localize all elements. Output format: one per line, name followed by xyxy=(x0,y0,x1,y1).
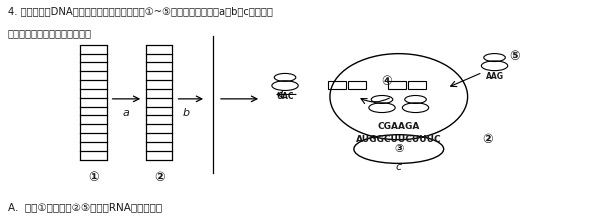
Text: AUGGCUUCUUUC: AUGGCUUCUUUC xyxy=(356,135,442,144)
Text: ②: ② xyxy=(482,133,493,146)
Text: ①: ① xyxy=(88,171,99,184)
Text: b: b xyxy=(183,108,190,118)
Text: CGAAGA: CGAAGA xyxy=(377,122,420,131)
Text: ②: ② xyxy=(154,171,164,184)
Text: c: c xyxy=(396,162,402,172)
Text: 过程。下列相关叙述，正确的是: 过程。下列相关叙述，正确的是 xyxy=(8,28,92,38)
Text: ⑤: ⑤ xyxy=(509,50,520,63)
Text: UAC: UAC xyxy=(276,92,294,101)
Text: ④: ④ xyxy=(382,75,392,88)
Text: a: a xyxy=(123,108,130,118)
Bar xyxy=(388,81,406,89)
Bar xyxy=(348,81,366,89)
Text: AAG: AAG xyxy=(485,72,503,81)
Bar xyxy=(328,81,346,89)
Text: 4. 下图表示某DNA片段遗传信息的传递过程，①~⑤表示物质或结构，a、b、c表示生理: 4. 下图表示某DNA片段遗传信息的传递过程，①~⑤表示物质或结构，a、b、c表… xyxy=(8,6,273,16)
Bar xyxy=(408,81,426,89)
Text: ③: ③ xyxy=(394,144,403,154)
Text: A.  图中①含氢键，②⑤为单链RNA且不含氢键: A. 图中①含氢键，②⑤为单链RNA且不含氢键 xyxy=(8,202,162,212)
